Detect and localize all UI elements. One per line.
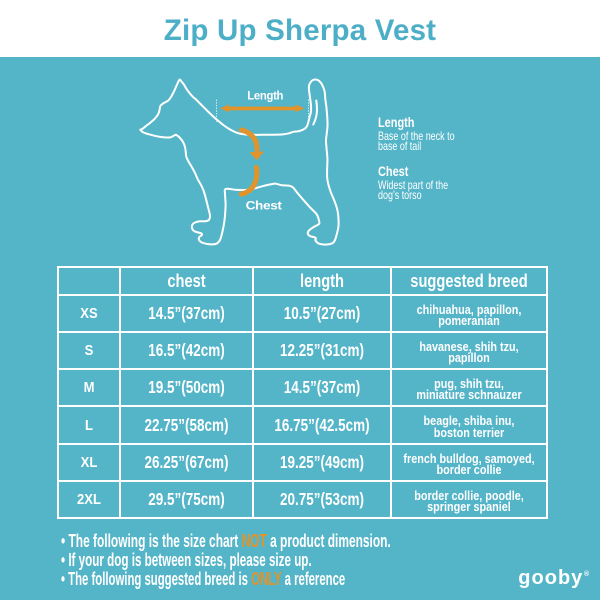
svg-text:Chest: Chest [246, 199, 282, 213]
svg-text:Length: Length [247, 89, 283, 103]
